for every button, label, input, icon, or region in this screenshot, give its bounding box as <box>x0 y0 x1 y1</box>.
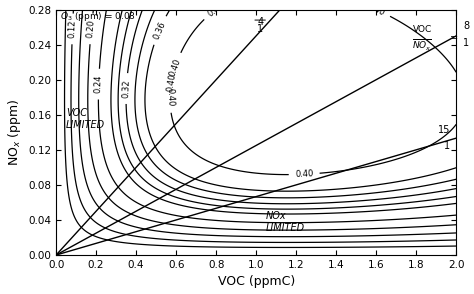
Text: 1: 1 <box>257 24 263 34</box>
Text: NOx
LIMITED: NOx LIMITED <box>266 211 305 233</box>
Text: 1: 1 <box>463 38 469 48</box>
Text: 0.40: 0.40 <box>165 88 175 107</box>
Text: 0.24: 0.24 <box>94 75 103 93</box>
Text: 15: 15 <box>438 125 450 135</box>
Text: VOC
LIMITED: VOC LIMITED <box>66 108 105 130</box>
Text: 0.20: 0.20 <box>86 19 97 39</box>
Text: 0.36: 0.36 <box>152 20 167 41</box>
Text: $O_3$ (ppm) = 0.08: $O_3$ (ppm) = 0.08 <box>60 10 136 23</box>
Text: 0.40: 0.40 <box>206 0 226 19</box>
Text: $\overline{NO_x}$: $\overline{NO_x}$ <box>412 38 432 53</box>
X-axis label: VOC (ppmC): VOC (ppmC) <box>218 275 295 288</box>
Text: 0.40: 0.40 <box>366 1 386 18</box>
Text: VOC: VOC <box>412 25 432 34</box>
Text: 0.40: 0.40 <box>168 57 182 77</box>
Text: =: = <box>450 33 458 43</box>
Y-axis label: NO$_x$ (ppm): NO$_x$ (ppm) <box>6 98 23 166</box>
Text: 8: 8 <box>463 21 469 31</box>
Text: 1: 1 <box>444 141 450 151</box>
Text: 4: 4 <box>257 16 263 26</box>
Text: 0.40: 0.40 <box>295 169 314 179</box>
Text: 0.40: 0.40 <box>166 72 178 92</box>
Text: 0.12: 0.12 <box>68 20 77 38</box>
Text: 0.32: 0.32 <box>121 79 131 98</box>
